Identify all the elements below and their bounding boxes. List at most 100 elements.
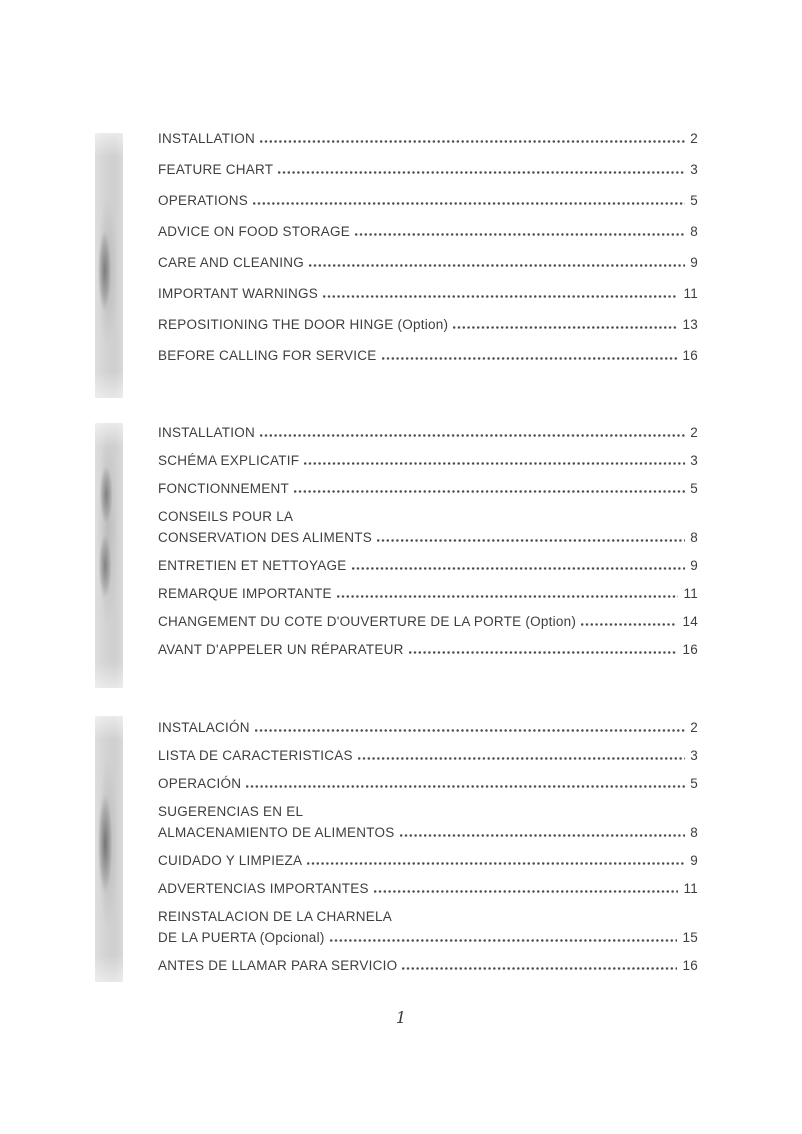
toc-entry-label: SUGERENCIAS EN EL <box>158 804 304 819</box>
toc-entry: ADVERTENCIAS IMPORTANTES 11 <box>158 878 698 899</box>
toc-entry-label: FONCTIONNEMENT <box>158 481 289 496</box>
dot-leader <box>254 729 686 732</box>
toc-entry-page-number: 3 <box>690 162 698 177</box>
toc-entry: FEATURE CHART 3 <box>158 161 698 179</box>
toc-entry: BEFORE CALLING FOR SERVICE 16 <box>158 347 698 365</box>
toc-entry-label: IMPORTANT WARNINGS <box>158 286 319 301</box>
toc-line-with-page: CHANGEMENT DU COTE D'OUVERTURE DE LA POR… <box>158 611 698 632</box>
toc-line-with-page: CARE AND CLEANING 9 <box>158 254 698 272</box>
toc-entry-page-number: 11 <box>683 286 698 301</box>
toc-entry: REMARQUE IMPORTANTE 11 <box>158 583 698 604</box>
toc-section-spanish: INSTALACIÓN 2 LISTA DE CARACTERISTICAS 3 OPE… <box>158 717 698 983</box>
toc-line-with-page: OPERACIÓN 5 <box>158 773 698 794</box>
toc-entry-label: SCHÉMA EXPLICATIF <box>158 453 300 468</box>
scan-shadow-bar-french <box>95 423 123 688</box>
dot-leader <box>309 264 686 267</box>
toc-line: SUGERENCIAS EN EL <box>158 801 698 822</box>
toc-entry-label: CONSERVATION DES ALIMENTS <box>158 530 373 545</box>
toc-entry-page-number: 14 <box>682 614 698 629</box>
toc-entry-label: CONSEILS POUR LA <box>158 509 294 524</box>
toc-line: CONSEILS POUR LA <box>158 506 698 527</box>
toc-line-with-page: BEFORE CALLING FOR SERVICE 16 <box>158 347 698 365</box>
toc-section-english: INSTALLATION 2 FEATURE CHART 3 OPERATIONS 5 AD… <box>158 130 698 378</box>
toc-entry: INSTALACIÓN 2 <box>158 717 698 738</box>
dot-leader <box>351 567 686 570</box>
toc-line-with-page: OPERATIONS 5 <box>158 192 698 210</box>
toc-line-with-page: SCHÉMA EXPLICATIF 3 <box>158 450 698 471</box>
toc-entry-page-number: 9 <box>690 558 698 573</box>
toc-entry-page-number: 11 <box>683 586 698 601</box>
toc-entry-page-number: 5 <box>690 481 698 496</box>
toc-entry: ANTES DE LLAMAR PARA SERVICIO 16 <box>158 955 698 976</box>
dot-leader <box>246 785 686 788</box>
toc-entry: INSTALLATION 2 <box>158 422 698 443</box>
toc-entry-label: REINSTALACION DE LA CHARNELA <box>158 909 393 924</box>
toc-line-with-page: ENTRETIEN ET NETTOYAGE 9 <box>158 555 698 576</box>
dot-leader <box>260 434 686 437</box>
toc-entry-page-number: 2 <box>690 425 698 440</box>
toc-entry: ENTRETIEN ET NETTOYAGE 9 <box>158 555 698 576</box>
dot-leader <box>355 233 686 236</box>
toc-entry: CUIDADO Y LIMPIEZA 9 <box>158 850 698 871</box>
toc-entry: OPERACIÓN 5 <box>158 773 698 794</box>
toc-line-with-page: LISTA DE CARACTERISTICAS 3 <box>158 745 698 766</box>
toc-entry-page-number: 5 <box>690 776 698 791</box>
toc-line-with-page: REPOSITIONING THE DOOR HINGE (Option) 13 <box>158 316 698 334</box>
toc-entry-label: ALMACENAMIENTO DE ALIMENTOS <box>158 825 395 840</box>
dot-leader <box>323 295 679 298</box>
toc-entry: SCHÉMA EXPLICATIF 3 <box>158 450 698 471</box>
dot-leader <box>260 140 686 143</box>
toc-entry: CONSEILS POUR LA CONSERVATION DES ALIMENT… <box>158 506 698 548</box>
toc-entry-page-number: 16 <box>682 348 698 363</box>
toc-line-with-page: FONCTIONNEMENT 5 <box>158 478 698 499</box>
toc-entry: REPOSITIONING THE DOOR HINGE (Option) 13 <box>158 316 698 334</box>
toc-line-with-page: REMARQUE IMPORTANTE 11 <box>158 583 698 604</box>
toc-entry: ADVICE ON FOOD STORAGE 8 <box>158 223 698 241</box>
toc-entry-label: ANTES DE LLAMAR PARA SERVICIO <box>158 958 398 973</box>
dot-leader <box>278 171 686 174</box>
toc-entry-page-number: 15 <box>682 930 698 945</box>
toc-entry-label: ENTRETIEN ET NETTOYAGE <box>158 558 347 573</box>
dot-leader <box>304 462 686 465</box>
toc-entry-label: REPOSITIONING THE DOOR HINGE (Option) <box>158 317 449 332</box>
toc-section-french: INSTALLATION 2 SCHÉMA EXPLICATIF 3 FONCTIONN… <box>158 422 698 667</box>
toc-line-with-page: INSTALLATION 2 <box>158 130 698 148</box>
toc-entry-label: CUIDADO Y LIMPIEZA <box>158 853 303 868</box>
toc-line-with-page: ANTES DE LLAMAR PARA SERVICIO 16 <box>158 955 698 976</box>
toc-entry-label: FEATURE CHART <box>158 162 274 177</box>
toc-entry: AVANT D'APPELER UN RÉPARATEUR 16 <box>158 639 698 660</box>
dot-leader <box>253 202 686 205</box>
toc-entry-page-number: 8 <box>690 530 698 545</box>
toc-entry: INSTALLATION 2 <box>158 130 698 148</box>
toc-entry-label: INSTALACIÓN <box>158 720 250 735</box>
toc-entry: IMPORTANT WARNINGS 11 <box>158 285 698 303</box>
toc-line-with-page: ADVICE ON FOOD STORAGE 8 <box>158 223 698 241</box>
dot-leader <box>336 595 679 598</box>
toc-line-with-page: INSTALLATION 2 <box>158 422 698 443</box>
dot-leader <box>373 890 679 893</box>
toc-entry-label: CARE AND CLEANING <box>158 255 305 270</box>
toc-entry-page-number: 11 <box>683 881 698 896</box>
toc-line-with-page: IMPORTANT WARNINGS 11 <box>158 285 698 303</box>
toc-entry-label: OPERACIÓN <box>158 776 242 791</box>
dot-leader <box>307 862 686 865</box>
toc-entry-label: DE LA PUERTA (Opcional) <box>158 930 325 945</box>
toc-line-with-page: ADVERTENCIAS IMPORTANTES 11 <box>158 878 698 899</box>
toc-entry: CHANGEMENT DU COTE D'OUVERTURE DE LA POR… <box>158 611 698 632</box>
toc-entry: FONCTIONNEMENT 5 <box>158 478 698 499</box>
toc-entry: SUGERENCIAS EN EL ALMACENAMIENTO DE ALIME… <box>158 801 698 843</box>
toc-entry-page-number: 8 <box>690 825 698 840</box>
scan-shadow-bar-spanish <box>95 716 123 982</box>
toc-entry-page-number: 8 <box>690 224 698 239</box>
toc-entry: OPERATIONS 5 <box>158 192 698 210</box>
toc-entry-page-number: 9 <box>690 255 698 270</box>
dot-leader <box>581 623 678 626</box>
toc-line-with-page: AVANT D'APPELER UN RÉPARATEUR 16 <box>158 639 698 660</box>
toc-entry: REINSTALACION DE LA CHARNELA DE LA PUERTA… <box>158 906 698 948</box>
dot-leader <box>357 757 686 760</box>
toc-line-with-page: CONSERVATION DES ALIMENTS 8 <box>158 527 698 548</box>
toc-line: REINSTALACION DE LA CHARNELA <box>158 906 698 927</box>
toc-entry-label: ADVERTENCIAS IMPORTANTES <box>158 881 369 896</box>
toc-entry-page-number: 2 <box>690 720 698 735</box>
